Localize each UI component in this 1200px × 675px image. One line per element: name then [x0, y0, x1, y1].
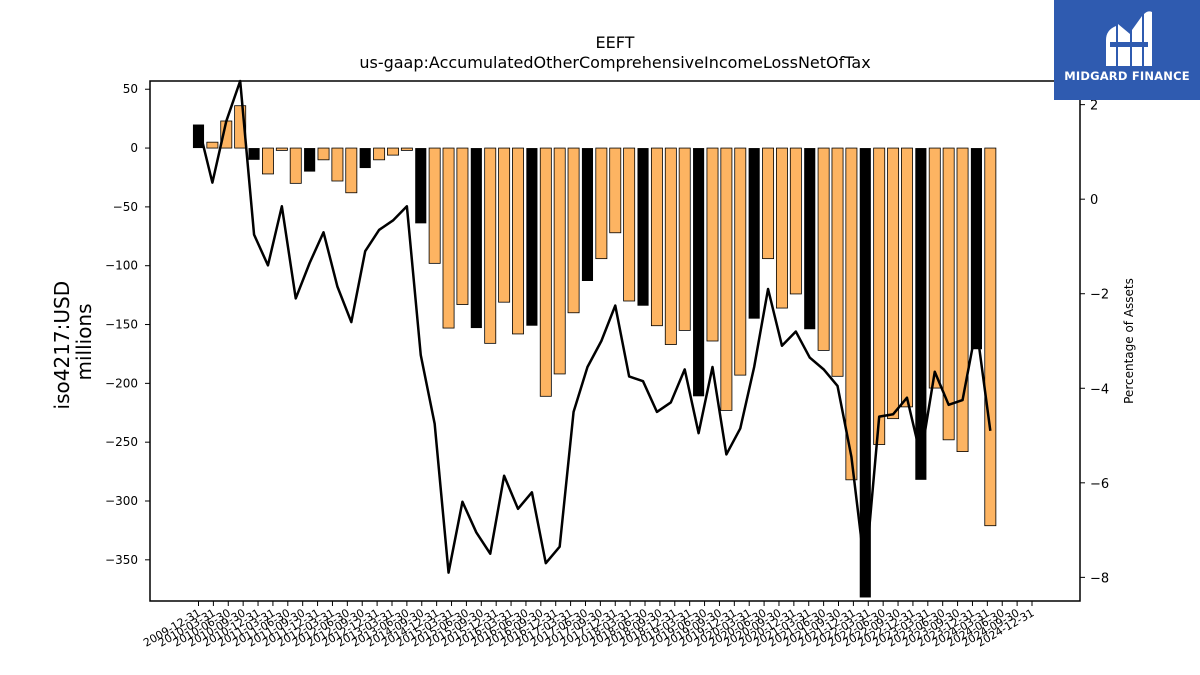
bar [428, 147, 441, 264]
y-tick-label: 0 [130, 141, 138, 155]
bar [678, 147, 691, 331]
series-line [197, 79, 992, 574]
y2-tick-label: −8 [1090, 571, 1109, 586]
bar [623, 147, 636, 302]
bar [942, 147, 955, 441]
y2-tick-label: −4 [1090, 382, 1109, 397]
y-axis-label: iso4217:USD millions [50, 275, 96, 410]
bar [567, 147, 580, 314]
bar [873, 147, 886, 445]
bar [234, 105, 247, 149]
y-tick-label: −100 [105, 259, 138, 273]
bar [359, 148, 371, 169]
bar [498, 147, 511, 303]
right-axis: 2 0 −2 −4 −6 −8 [1080, 99, 1109, 586]
bar [664, 147, 677, 345]
logo-text: MIDGARD FINANCE [1064, 69, 1190, 83]
y2-tick-label: 0 [1090, 193, 1098, 208]
bar [609, 147, 622, 234]
logo-mark-icon [1106, 11, 1152, 67]
bar [275, 147, 288, 151]
bar [734, 147, 747, 376]
y2-tick-label: 2 [1090, 99, 1098, 114]
y-tick-label: −200 [105, 376, 138, 390]
y-tick-label: −350 [105, 553, 138, 567]
bar [804, 148, 816, 330]
bar [526, 148, 538, 326]
bar [317, 147, 330, 161]
bar [789, 147, 802, 295]
left-axis: 50 0 −50 −100 −150 −200 −250 −300 −350 [105, 82, 150, 567]
y-tick-label: −50 [113, 200, 138, 214]
bar [817, 147, 830, 351]
bar [762, 147, 775, 260]
bar [970, 148, 982, 350]
bar [192, 124, 205, 149]
bar [484, 147, 497, 344]
bar [984, 147, 997, 527]
bar [400, 147, 413, 151]
bar [387, 147, 399, 156]
bar [928, 147, 941, 389]
x-axis: 2009-12-312010-03-312010-06-302010-09-30… [141, 601, 1037, 650]
bar [706, 147, 719, 342]
bar [331, 147, 344, 182]
bar [748, 148, 760, 319]
bar [553, 147, 566, 375]
bar [956, 147, 969, 452]
bar [637, 148, 649, 306]
bar [206, 141, 219, 149]
bar [248, 148, 260, 160]
line-layer [197, 79, 992, 574]
bar [693, 148, 705, 397]
bar [775, 147, 788, 309]
bar [720, 147, 733, 411]
bar [373, 147, 386, 161]
bar [650, 147, 663, 327]
bar [831, 147, 844, 377]
bar [512, 147, 524, 335]
bar [901, 147, 913, 408]
bar [289, 147, 302, 184]
bar [539, 147, 552, 397]
bar [581, 148, 594, 281]
y2-axis-label: Percentage of Assets [1122, 278, 1136, 404]
bar [470, 148, 482, 329]
bar [887, 147, 900, 420]
bar [456, 147, 469, 305]
y-tick-label: −300 [105, 494, 138, 508]
chart-title: EEFT [596, 33, 635, 52]
bar [304, 148, 316, 172]
bar [261, 147, 274, 175]
brand-logo: MIDGARD FINANCE [1054, 0, 1200, 100]
bars-layer [192, 105, 997, 598]
y-tick-label: 50 [123, 82, 138, 96]
bar [915, 148, 927, 480]
y-tick-label: −150 [105, 318, 138, 332]
y2-tick-label: −2 [1090, 288, 1109, 303]
y2-tick-label: −6 [1090, 477, 1109, 492]
chart-subtitle: us-gaap:AccumulatedOtherComprehensiveInc… [359, 53, 870, 72]
bar [415, 148, 427, 224]
bar [595, 147, 608, 260]
y-tick-label: −250 [105, 435, 138, 449]
bar [859, 148, 871, 598]
bar [845, 147, 858, 481]
bar [345, 147, 358, 194]
bar [442, 147, 455, 329]
